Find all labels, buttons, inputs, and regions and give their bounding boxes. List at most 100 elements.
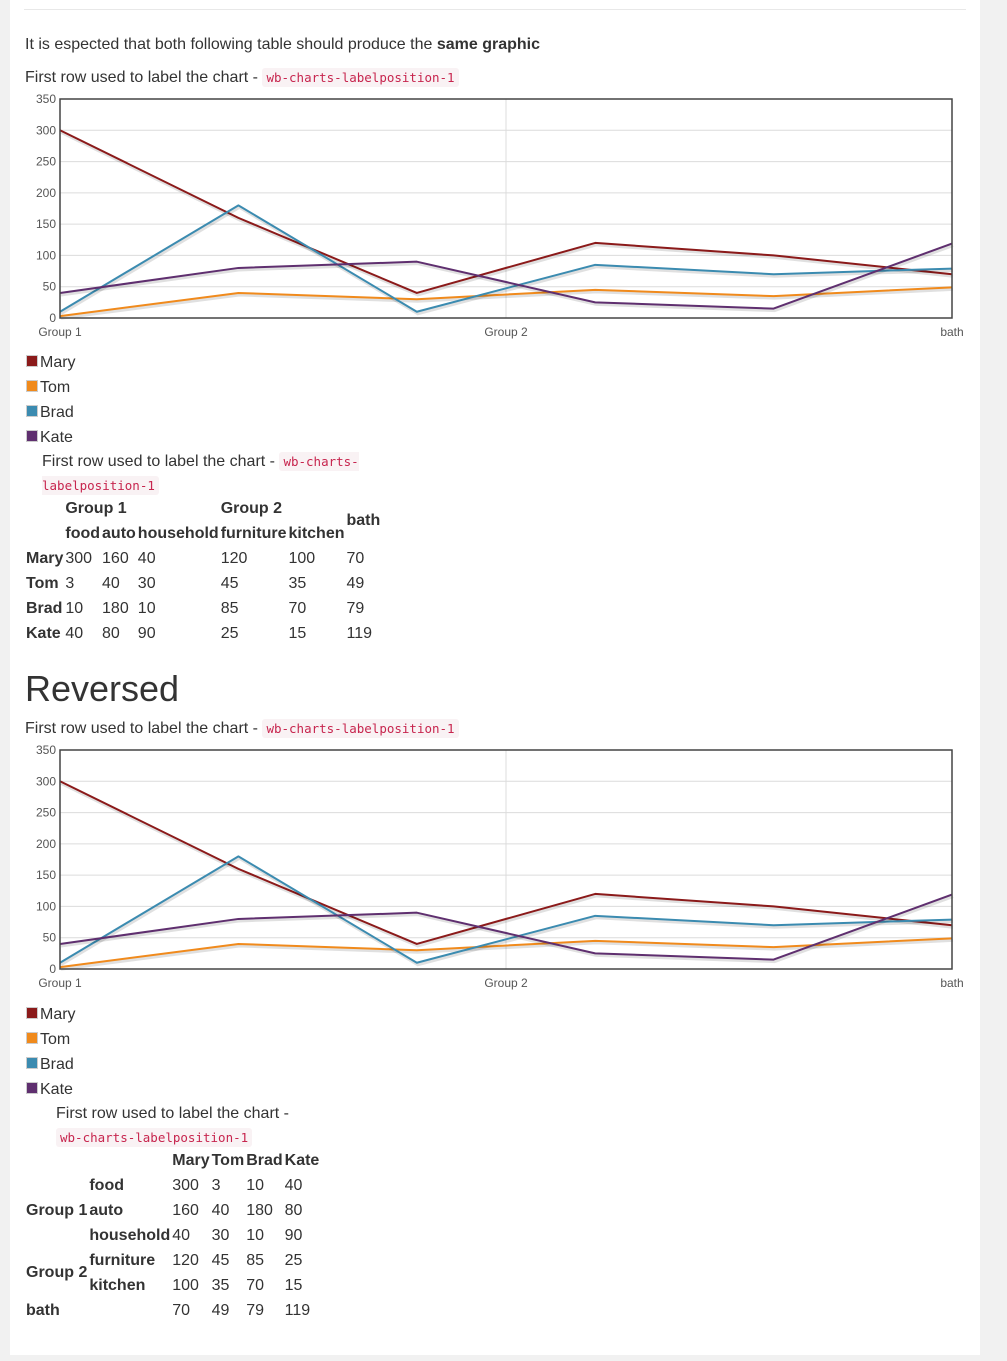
table-cell: 35 bbox=[288, 574, 307, 592]
table-cell: 3 bbox=[65, 574, 75, 592]
y-tick-label: 300 bbox=[36, 123, 56, 137]
legend-swatch-kate bbox=[26, 1081, 38, 1094]
series-shadow bbox=[60, 781, 954, 948]
table-row: household 40 30 10 90 bbox=[25, 1223, 320, 1248]
series-line-mary bbox=[59, 129, 953, 294]
y-tick-label: 200 bbox=[36, 186, 56, 200]
table-row: bath 70 49 79 119 bbox=[25, 1298, 320, 1323]
table1-header-group1: Group 1 bbox=[65, 499, 127, 517]
table-cell: 25 bbox=[284, 1251, 303, 1269]
table-cell: 30 bbox=[137, 574, 156, 592]
table-row: Kate 40 80 90 25 15 119 bbox=[25, 621, 381, 646]
series-shadow bbox=[60, 205, 954, 316]
table-cell: 10 bbox=[65, 599, 84, 617]
table-cell: 15 bbox=[284, 1276, 303, 1294]
table-row: kitchen 100 35 70 15 bbox=[25, 1273, 320, 1298]
x-tick-label: Group 2 bbox=[484, 976, 528, 990]
table-cell: 45 bbox=[220, 574, 239, 592]
table-cell: 80 bbox=[284, 1201, 303, 1219]
table-cell: 90 bbox=[137, 624, 156, 642]
row-label: kitchen bbox=[89, 1276, 146, 1294]
row-group-label: Group 1 bbox=[26, 1201, 88, 1219]
chart-svg: 0 50 100 150 200 250 300 350 Group 1 Group 2 bath bbox=[36, 743, 964, 990]
legend-item-brad: Brad bbox=[26, 400, 76, 425]
series-line-tom bbox=[59, 937, 953, 969]
table1-header-household: household bbox=[137, 524, 219, 542]
table2-header-kate: Kate bbox=[284, 1151, 320, 1169]
intro-text: It is espected that both following table… bbox=[25, 36, 540, 53]
legend-item-mary: Mary bbox=[26, 350, 76, 375]
legend-item-kate: Kate bbox=[26, 1077, 76, 1102]
table-cell: 25 bbox=[220, 624, 239, 642]
y-tick-label: 50 bbox=[43, 280, 57, 294]
table-cell: 90 bbox=[284, 1226, 303, 1244]
table-cell: 70 bbox=[346, 549, 365, 567]
row-group-label: Group 2 bbox=[26, 1264, 88, 1281]
series-shadow bbox=[60, 856, 954, 967]
row-group-label: bath bbox=[26, 1301, 60, 1319]
page-content: It is espected that both following table… bbox=[10, 0, 980, 1355]
y-tick-label: 50 bbox=[43, 931, 57, 945]
series-line-kate bbox=[59, 893, 953, 961]
y-tick-label: 0 bbox=[49, 962, 56, 976]
row-label: furniture bbox=[89, 1251, 156, 1269]
intro-bold: same graphic bbox=[436, 36, 540, 53]
table-cell: 180 bbox=[102, 599, 129, 617]
legend-swatch-brad bbox=[26, 404, 38, 417]
legend-item-brad: Brad bbox=[26, 1052, 76, 1077]
legend-swatch-mary bbox=[26, 354, 38, 367]
table-cell: 160 bbox=[102, 549, 129, 567]
row-label: Brad bbox=[26, 599, 63, 617]
table2-header-mary: Mary bbox=[172, 1151, 210, 1169]
y-tick-label: 150 bbox=[36, 217, 56, 231]
legend-item-tom: Tom bbox=[26, 1027, 76, 1052]
table-cell: 120 bbox=[172, 1251, 199, 1269]
table-cell: 49 bbox=[346, 574, 365, 592]
table-cell: 15 bbox=[288, 624, 307, 642]
table-cell: 119 bbox=[346, 624, 372, 642]
legend-item-kate: Kate bbox=[26, 425, 76, 450]
table-cell: 30 bbox=[211, 1226, 230, 1244]
y-tick-label: 100 bbox=[36, 899, 56, 913]
table2-caption: First row used to label the chart - wb-c… bbox=[56, 1105, 289, 1147]
chart-svg: 0 50 100 150 200 250 300 350 Group 1 Group 2 bath bbox=[36, 92, 964, 339]
series-shadow bbox=[60, 130, 954, 297]
legend-swatch-tom bbox=[26, 1031, 38, 1044]
table2-header-tom: Tom bbox=[211, 1151, 245, 1169]
table-cell: 10 bbox=[246, 1226, 264, 1244]
table-row: Mary 300 160 40 120 100 70 bbox=[25, 546, 381, 571]
chart2-caption: First row used to label the chart - wb-c… bbox=[25, 719, 459, 738]
x-tick-label: Group 1 bbox=[38, 976, 82, 990]
y-tick-label: 300 bbox=[36, 774, 56, 788]
table1-caption: First row used to label the chart - wb-c… bbox=[42, 452, 359, 495]
table1-header-bath: bath bbox=[346, 512, 381, 529]
series-shadow bbox=[60, 895, 954, 964]
table2-caption-code: wb-charts-labelposition-1 bbox=[56, 1128, 253, 1147]
series-line-kate bbox=[59, 242, 953, 310]
reversed-heading: Reversed bbox=[25, 668, 180, 709]
row-label: Tom bbox=[26, 574, 59, 592]
table1-header-kitchen: kitchen bbox=[288, 524, 345, 542]
legend-swatch-brad bbox=[26, 1056, 38, 1069]
line-chart-1: 0 50 100 150 200 250 300 350 Group 1 Group 2 bath bbox=[23, 92, 968, 340]
y-tick-label: 150 bbox=[36, 868, 56, 882]
table-cell: 40 bbox=[172, 1226, 191, 1244]
table-cell: 100 bbox=[288, 549, 316, 567]
table-cell: 79 bbox=[246, 1301, 264, 1319]
series-shadow bbox=[60, 244, 954, 313]
legend-swatch-kate bbox=[26, 429, 38, 442]
y-tick-label: 100 bbox=[36, 248, 56, 262]
table-cell: 180 bbox=[246, 1201, 273, 1219]
table1-header-furniture: furniture bbox=[220, 524, 287, 542]
table-cell: 40 bbox=[102, 574, 120, 592]
table-cell: 160 bbox=[172, 1201, 199, 1219]
series-line-brad bbox=[59, 204, 953, 313]
table2-header-row: Mary Tom Brad Kate bbox=[25, 1148, 320, 1173]
data-table-2: Mary Tom Brad Kate Group 1 food 300 3 10… bbox=[25, 1148, 320, 1323]
row-label: household bbox=[89, 1226, 171, 1244]
table-cell: 70 bbox=[288, 599, 307, 617]
chart1-caption-code: wb-charts-labelposition-1 bbox=[262, 68, 459, 87]
y-tick-label: 350 bbox=[36, 743, 56, 757]
table-cell: 300 bbox=[172, 1176, 199, 1194]
row-label: auto bbox=[89, 1201, 124, 1219]
